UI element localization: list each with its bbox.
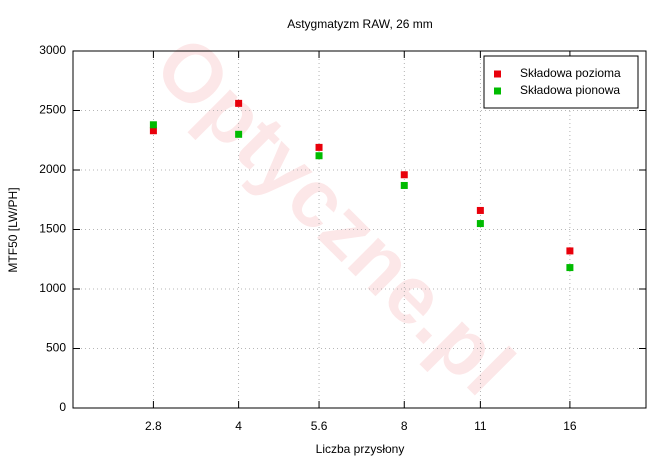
y-tick-label: 3000 <box>39 43 66 57</box>
legend-label: Składowa pionowa <box>520 83 620 97</box>
y-tick-label: 1000 <box>39 281 66 295</box>
chart-title: Astygmatyzm RAW, 26 mm <box>287 17 433 31</box>
x-tick-label: 8 <box>401 419 408 433</box>
point <box>149 127 157 135</box>
x-tick-label: 4 <box>235 419 242 433</box>
point <box>476 220 484 228</box>
point <box>315 143 323 151</box>
point <box>235 99 243 107</box>
x-tick-label: 16 <box>563 419 577 433</box>
point <box>566 264 574 272</box>
legend-marker <box>494 87 501 95</box>
point <box>566 247 574 255</box>
point <box>400 181 408 189</box>
x-tick-label: 11 <box>474 419 487 433</box>
point <box>476 206 484 214</box>
plot-frame <box>72 50 647 409</box>
point <box>235 130 243 138</box>
point <box>400 171 408 179</box>
watermark: Optyczne.pl <box>138 19 531 412</box>
y-tick-label: 0 <box>59 400 66 414</box>
x-tick-label: 5.6 <box>311 419 328 433</box>
y-tick-label: 500 <box>46 341 66 355</box>
y-axis-label: MTF50 [LW/PH] <box>6 187 20 272</box>
x-axis-label: Liczba przysłony <box>316 442 405 456</box>
point <box>315 152 323 160</box>
y-tick-label: 2500 <box>39 103 66 117</box>
x-tick-label: 2.8 <box>145 419 162 433</box>
legend-label: Składowa pozioma <box>520 66 621 80</box>
point <box>149 121 157 129</box>
legend-box <box>483 55 639 109</box>
y-tick-label: 1500 <box>39 222 66 236</box>
legend-marker <box>494 70 501 78</box>
y-tick-label: 2000 <box>39 162 66 176</box>
